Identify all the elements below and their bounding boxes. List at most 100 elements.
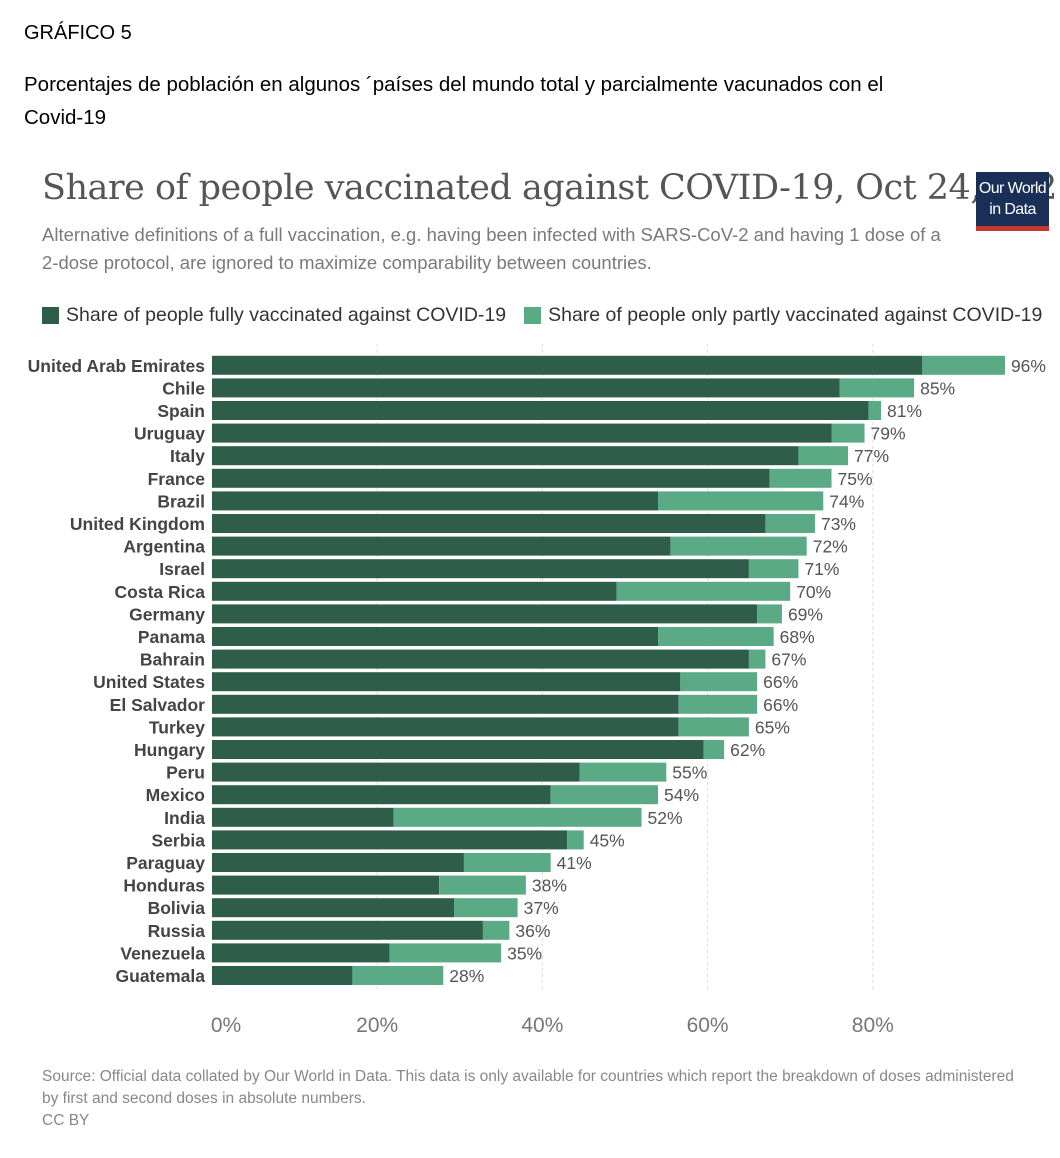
bar-fully-vaccinated[interactable] [212,378,840,398]
data-label: 45% [590,830,625,850]
data-label: 74% [829,491,864,511]
bar-fully-vaccinated[interactable] [212,649,749,669]
legend-item-full[interactable]: Share of people fully vaccinated against… [42,304,506,327]
data-label: 70% [796,582,831,602]
bar-partly-vaccinated[interactable] [454,898,518,918]
category-label: Hungary [134,740,205,760]
bar-fully-vaccinated[interactable] [212,627,659,646]
bar-fully-vaccinated[interactable] [212,807,394,827]
data-label: 73% [821,514,856,534]
source-note: Source: Official data collated by Our Wo… [42,1068,1014,1107]
bar-fully-vaccinated[interactable] [212,581,617,601]
data-label: 79% [871,424,906,444]
category-label: Italy [170,446,205,466]
category-label: Bahrain [140,650,205,670]
license-note: CC BY [42,1112,90,1129]
bar-partly-vaccinated[interactable] [482,920,510,940]
bar-partly-vaccinated[interactable] [678,694,758,714]
data-label: 28% [449,966,484,986]
bar-partly-vaccinated[interactable] [769,468,832,488]
bar-fully-vaccinated[interactable] [212,740,704,759]
x-tick-label: 40% [521,1014,563,1037]
data-label: 77% [854,446,889,466]
data-label: 66% [763,672,798,692]
footer: Source: Official data collated by Our Wo… [42,1066,1032,1132]
bar-partly-vaccinated[interactable] [463,853,551,872]
bar-fully-vaccinated[interactable] [212,785,551,805]
bar-fully-vaccinated[interactable] [212,943,390,963]
bar-partly-vaccinated[interactable] [798,446,849,466]
x-tick-label: 80% [852,1014,894,1037]
category-label: Paraguay [126,853,205,873]
bar-partly-vaccinated[interactable] [922,355,1005,375]
data-label: 55% [672,763,707,783]
bar-partly-vaccinated[interactable] [839,378,915,398]
bar-fully-vaccinated[interactable] [212,717,679,737]
bar-partly-vaccinated[interactable] [680,672,758,692]
data-label: 81% [887,401,922,421]
bar-fully-vaccinated[interactable] [212,423,832,443]
category-label: Brazil [157,491,205,511]
bar-fully-vaccinated[interactable] [212,355,923,375]
bar-fully-vaccinated[interactable] [212,853,464,872]
bar-partly-vaccinated[interactable] [670,536,807,556]
bar-partly-vaccinated[interactable] [579,762,667,782]
bar-fully-vaccinated[interactable] [212,604,758,624]
bar-fully-vaccinated[interactable] [212,762,580,782]
bar-fully-vaccinated[interactable] [212,491,659,511]
bar-fully-vaccinated[interactable] [212,694,679,714]
bar-fully-vaccinated[interactable] [212,672,681,692]
bar-fully-vaccinated[interactable] [212,468,770,488]
bar-partly-vaccinated[interactable] [658,491,824,511]
category-label: Uruguay [134,424,205,444]
bar-fully-vaccinated[interactable] [212,920,483,940]
bar-partly-vaccinated[interactable] [703,740,725,759]
bar-partly-vaccinated[interactable] [616,581,791,601]
owid-logo[interactable]: Our World in Data [976,172,1049,231]
bar-partly-vaccinated[interactable] [393,807,642,827]
bar-chart: 0% 20% 40% 60% 80% United Arab Emirates 96% Chi… [28,344,1046,1037]
bar-fully-vaccinated[interactable] [212,830,568,850]
logo-line-1: Our World [978,180,1047,197]
data-label: 62% [730,740,765,760]
data-label: 69% [788,604,823,624]
bar-partly-vaccinated[interactable] [439,875,526,895]
category-label: Peru [166,763,205,783]
category-label: El Salvador [110,695,206,715]
bar-fully-vaccinated[interactable] [212,514,766,533]
category-label: Guatemala [116,966,206,986]
bar-fully-vaccinated[interactable] [212,898,455,918]
figure-label: GRÁFICO 5 [24,22,132,44]
bar-partly-vaccinated[interactable] [658,627,774,646]
legend-item-partial[interactable]: Share of people only partly vaccinated a… [524,304,1042,327]
bar-partly-vaccinated[interactable] [748,559,799,579]
bar-fully-vaccinated[interactable] [212,559,749,579]
bar-partly-vaccinated[interactable] [757,604,782,624]
bar-partly-vaccinated[interactable] [868,401,882,420]
bar-fully-vaccinated[interactable] [212,401,869,420]
bar-partly-vaccinated[interactable] [678,717,749,737]
data-label: 75% [838,469,873,489]
chart-subtitle: Alternative definitions of a full vaccin… [42,224,941,273]
bar-fully-vaccinated[interactable] [212,966,353,985]
bar-partly-vaccinated[interactable] [550,785,659,805]
data-label: 67% [771,650,806,670]
data-label: 36% [515,921,550,941]
data-label: 85% [920,378,955,398]
bar-partly-vaccinated[interactable] [389,943,502,963]
category-label: United States [93,672,205,692]
data-label: 96% [1011,356,1046,376]
bar-partly-vaccinated[interactable] [748,649,766,669]
bar-fully-vaccinated[interactable] [212,536,671,556]
category-label: Argentina [123,537,205,557]
bar-partly-vaccinated[interactable] [765,514,815,533]
bar-fully-vaccinated[interactable] [212,875,440,895]
data-label: 66% [763,695,798,715]
category-label: India [164,808,205,828]
bar-partly-vaccinated[interactable] [567,830,584,850]
logo-line-2: in Data [989,201,1036,218]
bar-partly-vaccinated[interactable] [352,966,444,985]
bar-partly-vaccinated[interactable] [831,423,865,443]
bar-fully-vaccinated[interactable] [212,446,799,466]
